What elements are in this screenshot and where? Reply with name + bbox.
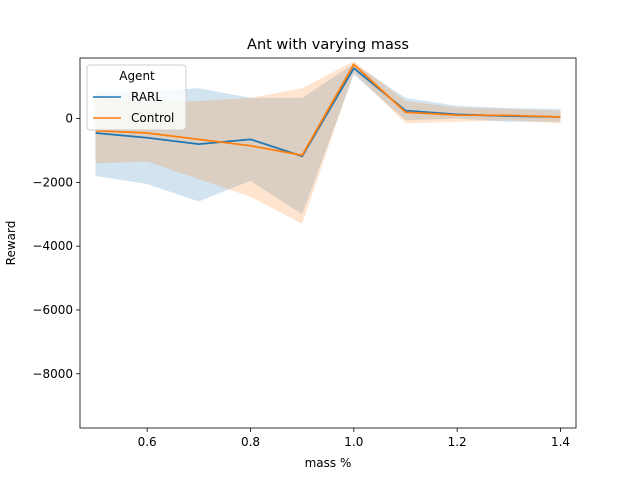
confidence-band-rarl [95,63,561,215]
y-tick-label: −8000 [32,367,73,381]
x-axis-label: mass % [305,456,352,470]
confidence-bands [95,61,561,224]
chart-title: Ant with varying mass [247,37,409,53]
plot-frame [79,57,577,429]
y-axis-label: Reward [4,221,18,266]
y-axis-ticks: −8000 −6000 −4000 −2000 0 [32,112,80,381]
legend-label-rarl: RARL [131,90,162,104]
legend-box [86,64,187,131]
x-axis-ticks: 0.6 0.8 1.0 1.2 1.4 [138,428,570,449]
legend-label-control: Control [131,111,174,125]
y-tick-label: 0 [65,112,73,126]
series-line-control [95,63,561,157]
x-tick-label: 1.2 [448,435,467,449]
y-tick-label: −2000 [32,175,73,189]
x-tick-label: 1.0 [344,435,363,449]
legend-title: Agent [119,69,155,83]
legend: Agent RARL Control [86,64,187,131]
confidence-band-control [95,61,561,224]
series-lines [95,63,561,158]
x-tick-label: 1.4 [551,435,570,449]
x-tick-label: 0.6 [138,435,157,449]
x-tick-label: 0.8 [241,435,260,449]
y-tick-label: −6000 [32,303,73,317]
y-tick-label: −4000 [32,239,73,253]
